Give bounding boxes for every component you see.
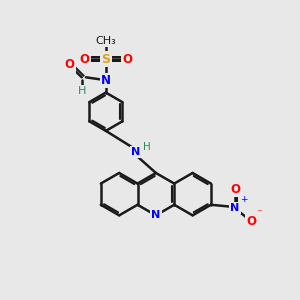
Text: N: N (151, 210, 160, 220)
Text: +: + (240, 195, 247, 204)
Text: ⁻: ⁻ (256, 208, 262, 219)
Text: CH₃: CH₃ (95, 36, 116, 46)
Text: O: O (80, 52, 90, 65)
Text: N: N (131, 147, 140, 157)
Text: H: H (143, 142, 151, 152)
Text: H: H (77, 85, 86, 95)
Text: O: O (230, 183, 240, 196)
Text: O: O (64, 58, 74, 71)
Text: O: O (122, 52, 132, 65)
Text: N: N (101, 74, 111, 87)
Text: S: S (101, 52, 110, 65)
Text: O: O (246, 215, 256, 228)
Text: N: N (230, 203, 240, 213)
